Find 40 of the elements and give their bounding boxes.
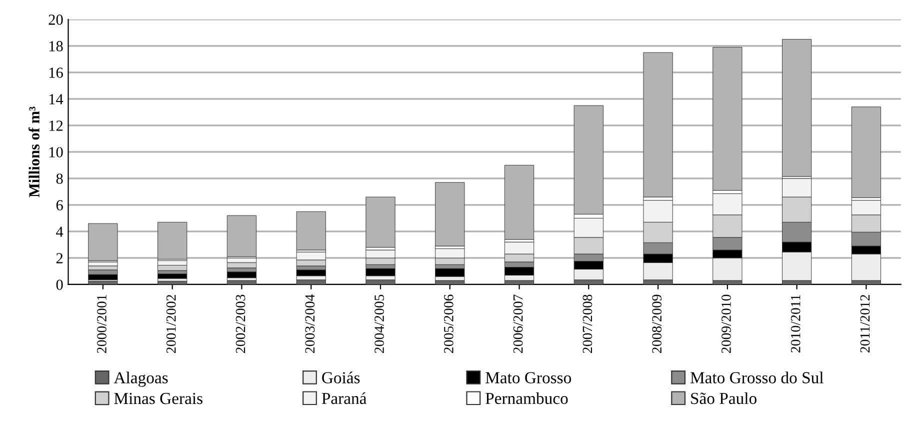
x-tick-label: 2007/2008 — [582, 294, 592, 353]
bar — [366, 268, 396, 276]
bar — [366, 280, 396, 284]
bar — [435, 268, 465, 277]
legend-label: Alagoas — [114, 372, 168, 387]
x-tick-label: 2000/2001 — [97, 295, 106, 353]
legend-label: Pernambuco — [486, 392, 568, 404]
legend-label: Mato Grosso — [486, 372, 572, 384]
y-tick-label: 16 — [49, 68, 63, 78]
bar — [158, 274, 188, 279]
bar — [158, 265, 188, 271]
bar — [296, 280, 326, 284]
y-tick-label: 12 — [49, 120, 63, 131]
y-tick-label: 10 — [49, 147, 63, 158]
legend-label: Mato Grosso do Sul — [690, 372, 824, 384]
x-tick-label: 2005/2006 — [444, 294, 454, 353]
y-tick-label: 8 — [56, 174, 63, 184]
y-tick-label: 4 — [56, 226, 64, 237]
bar — [296, 270, 326, 276]
y-tick-label: 18 — [49, 41, 63, 52]
y-axis-title: Millions of m³ — [28, 106, 40, 198]
x-tick-label: 2006/2007 — [513, 294, 523, 353]
y-tick-label: 2 — [56, 253, 63, 264]
y-tick-label: 0 — [56, 280, 63, 290]
x-tick-label: 2010/2011 — [790, 295, 800, 352]
x-tick-label: 2001/2002 — [166, 294, 176, 353]
x-tick-label: 2009/2010 — [722, 294, 731, 353]
legend-label: Minas Gerais — [114, 392, 202, 404]
bar — [226, 272, 257, 278]
x-tick-label: 2011/2012 — [860, 294, 870, 352]
legend-label: São Paulo — [691, 392, 756, 404]
legend-label: Paraná — [322, 392, 367, 404]
x-tick-label: 2003/2004 — [305, 294, 315, 353]
legend-label: Goiás — [322, 372, 360, 384]
y-tick-label: 20 — [48, 14, 63, 25]
y-tick-label: 6 — [56, 200, 63, 210]
x-tick-label: 2004/2005 — [374, 294, 384, 353]
x-tick-label: 2002/2003 — [236, 294, 246, 353]
y-tick-label: 14 — [49, 94, 64, 104]
x-tick-label: 2008/2009 — [652, 294, 662, 353]
